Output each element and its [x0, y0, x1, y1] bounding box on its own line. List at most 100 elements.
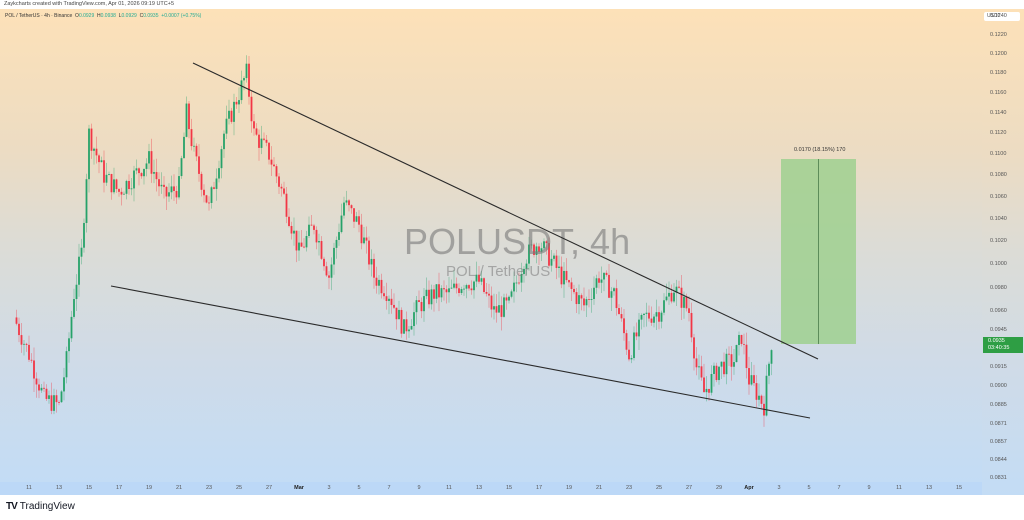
candle: [430, 289, 433, 305]
candle: [488, 293, 490, 296]
price-range-label: 0.0170 (18.15%) 170: [794, 147, 846, 153]
candle: [93, 148, 95, 151]
chart-container: POLUSDT, 4h POL / TetherUS 0.0170 (18.15…: [0, 9, 1024, 495]
candle: [260, 138, 263, 148]
candle: [218, 168, 220, 179]
candle: [285, 193, 288, 217]
candle: [368, 240, 370, 265]
legend-high: 0.0938: [100, 13, 116, 19]
candle: [275, 166, 278, 177]
candle: [575, 292, 578, 305]
candle: [420, 301, 423, 312]
candle: [118, 189, 120, 192]
candle: [583, 298, 585, 306]
watermark-title: POLUSDT, 4h: [404, 221, 631, 262]
candle: [230, 110, 233, 122]
time-tick-label: Mar: [294, 485, 304, 491]
candle: [173, 186, 175, 191]
candle: [678, 286, 680, 288]
candle: [738, 334, 740, 346]
candle: [740, 334, 743, 344]
time-tick-label: 15: [85, 485, 93, 491]
candle: [698, 366, 700, 368]
candle: [128, 180, 130, 190]
candle: [768, 363, 770, 376]
candle: [410, 326, 413, 330]
candle: [228, 110, 230, 119]
price-tick-label: 0.0844: [990, 457, 1007, 464]
candle: [23, 343, 25, 345]
candle: [720, 361, 723, 367]
upper-trendline[interactable]: [192, 62, 819, 360]
price-tick-label: 0.0885: [990, 402, 1007, 409]
candle: [408, 329, 410, 332]
candle: [220, 149, 223, 169]
candle: [403, 319, 405, 334]
candle: [685, 296, 688, 309]
candle: [550, 258, 553, 266]
candle: [225, 118, 228, 134]
candle: [563, 270, 565, 285]
time-tick-label: 7: [387, 485, 391, 491]
candle: [273, 164, 275, 167]
candle: [700, 366, 703, 378]
candle: [345, 200, 348, 203]
candle: [418, 300, 420, 302]
candle: [725, 353, 728, 375]
plot-area[interactable]: POLUSDT, 4h POL / TetherUS 0.0170 (18.15…: [0, 9, 982, 482]
candle: [175, 190, 178, 198]
candle: [745, 344, 748, 369]
candle: [315, 229, 318, 243]
candle: [428, 289, 430, 305]
candle: [435, 284, 438, 299]
candle: [770, 350, 773, 364]
candle: [478, 274, 480, 282]
candle: [690, 312, 693, 338]
time-axis[interactable]: 11 13 15 17 19 21 23 25 27 Mar 3 5 7 9 11 13 15 17 19 21 23 2…: [0, 482, 982, 495]
current-price: 0.0935: [988, 337, 1005, 344]
candle: [460, 289, 463, 294]
drawings-layer: [110, 62, 856, 419]
lower-trendline[interactable]: [110, 285, 811, 419]
watermark-subtitle: POL / TetherUS: [446, 263, 551, 280]
price-tick-label: 0.1120: [990, 130, 1007, 137]
time-tick-label: 19: [145, 485, 153, 491]
candle: [520, 274, 523, 283]
currency-label[interactable]: USDT: [984, 12, 1020, 21]
legend-symbol: POL / TetherUS · 4h · Binance: [5, 13, 73, 19]
candle: [475, 274, 478, 282]
price-axis[interactable]: USDT 0.1240 0.1220 0.1200 0.1180 0.1160 0.114…: [982, 9, 1024, 495]
candle: [130, 188, 133, 190]
candle: [468, 285, 470, 289]
tradingview-logo[interactable]: TV TradingView: [6, 501, 75, 512]
candle: [163, 184, 165, 187]
candle: [263, 138, 265, 140]
candle: [630, 358, 633, 360]
candle: [610, 291, 613, 298]
candle: [158, 179, 160, 187]
candle: [165, 186, 168, 197]
candle: [533, 244, 535, 255]
candle: [135, 168, 138, 171]
candle: [338, 232, 340, 240]
candle: [123, 193, 125, 195]
candle: [590, 299, 593, 300]
candle: [620, 314, 623, 319]
candle: [90, 128, 93, 151]
candle: [153, 172, 155, 174]
price-tick-label: 0.1040: [990, 216, 1007, 223]
candle: [743, 343, 745, 345]
candle: [308, 224, 310, 237]
candle: [673, 292, 675, 302]
candle: [215, 178, 218, 189]
candle: [313, 225, 315, 230]
candle: [580, 295, 583, 299]
candle: [638, 319, 640, 337]
candle: [565, 270, 568, 281]
candle: [518, 282, 520, 284]
candle: [35, 378, 38, 385]
candle: [270, 159, 273, 165]
candle: [268, 142, 270, 160]
candle: [668, 292, 670, 297]
candle: [505, 297, 508, 301]
